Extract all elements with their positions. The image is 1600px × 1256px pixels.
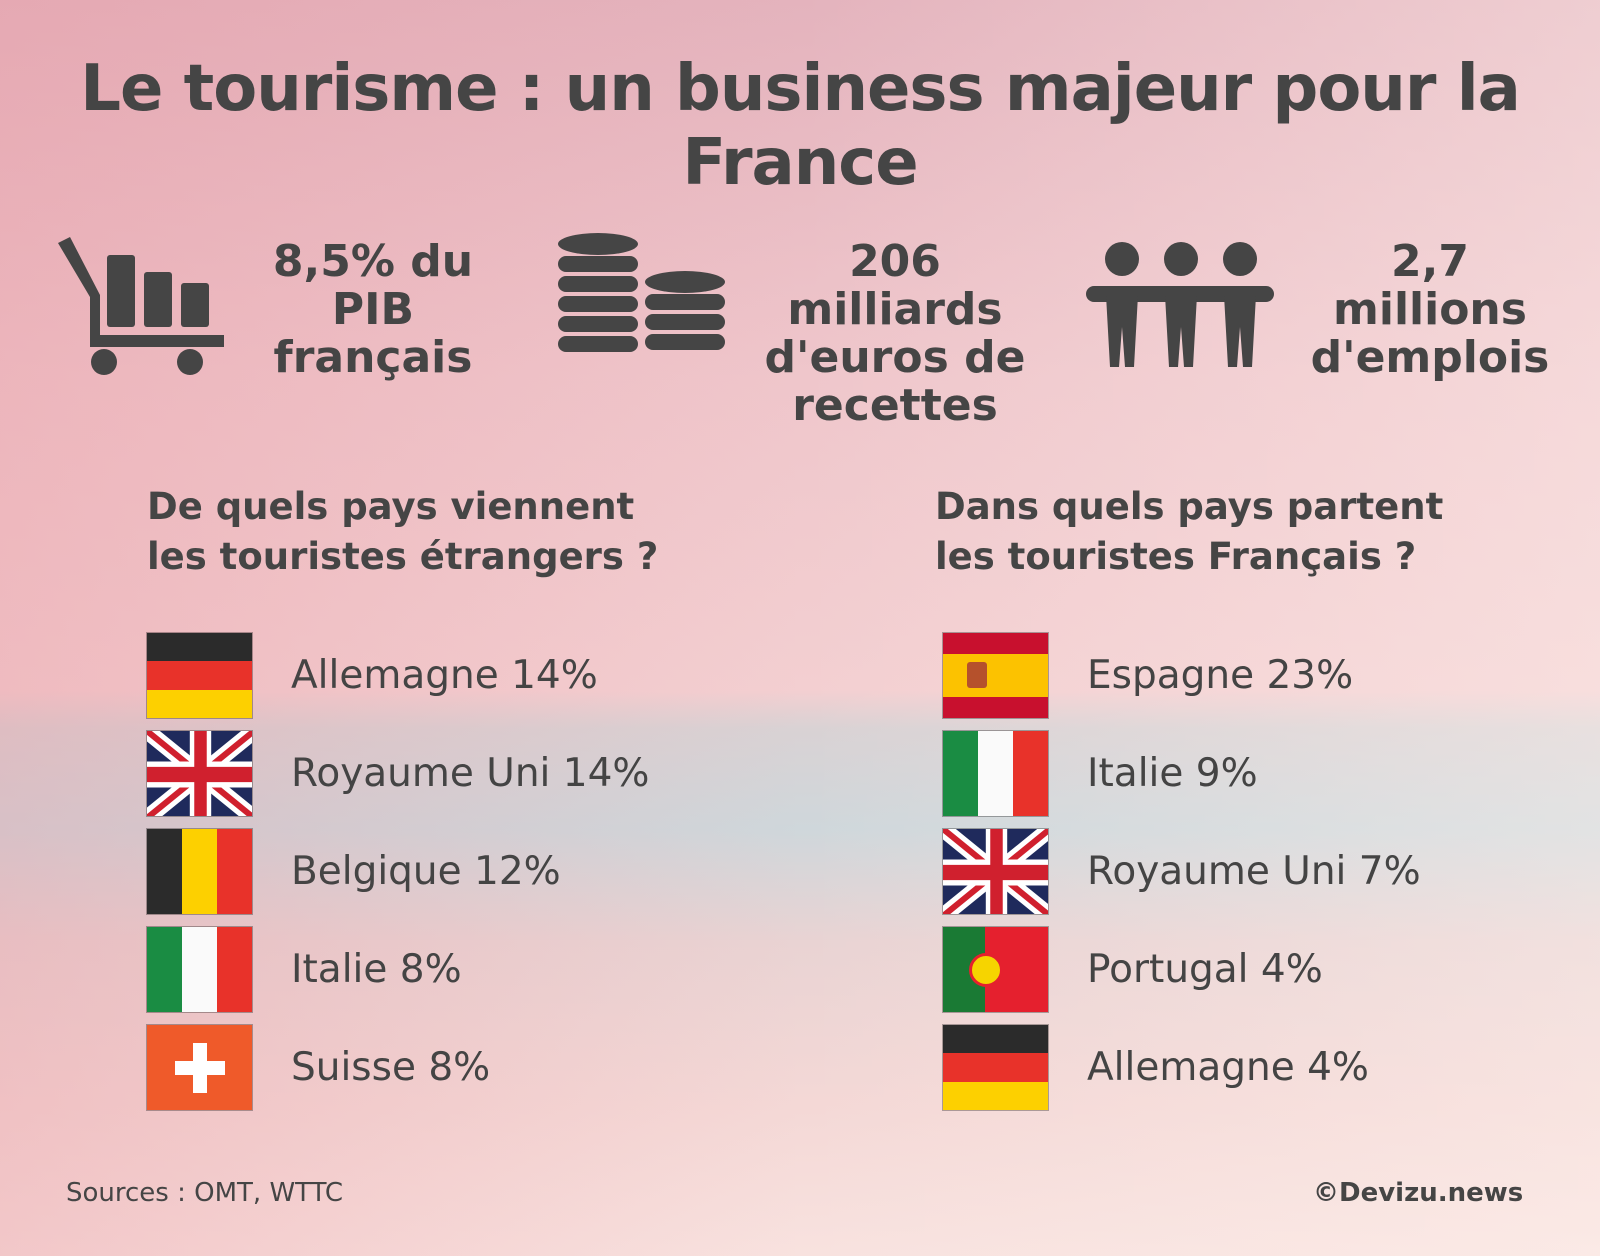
sources: Sources : OMT, WTTC	[66, 1178, 344, 1208]
country-label: Italie 8%	[291, 947, 462, 992]
country-label: Espagne 23%	[1087, 653, 1354, 698]
flag-germany-icon	[146, 632, 253, 719]
country-row: Suisse 8%	[146, 1024, 490, 1111]
country-label: Suisse 8%	[291, 1045, 491, 1090]
flag-italy-icon	[146, 926, 253, 1013]
flag-germany-icon	[942, 1024, 1049, 1111]
country-row: Allemagne 4%	[942, 1024, 1369, 1111]
country-label: Portugal 4%	[1087, 947, 1323, 992]
stat-line: d'euros de	[764, 332, 1026, 383]
country-row: Royaume Uni 14%	[146, 730, 649, 817]
stat-line: recettes	[792, 380, 998, 431]
country-label: Belgique 12%	[291, 849, 561, 894]
left-heading: De quels pays viennent les touristes étra…	[147, 482, 658, 582]
country-row: Italie 9%	[942, 730, 1258, 817]
page-title: Le tourisme : un business majeur pour la…	[80, 52, 1521, 200]
country-label: Royaume Uni 14%	[291, 751, 650, 796]
country-label: Allemagne 4%	[1087, 1045, 1369, 1090]
heading-line: Dans quels pays partent	[935, 485, 1444, 528]
flag-switzerland-icon	[146, 1024, 253, 1111]
country-row: Espagne 23%	[942, 632, 1353, 719]
country-label: Allemagne 14%	[291, 653, 598, 698]
country-row: Belgique 12%	[146, 828, 561, 915]
heading-line: les touristes étrangers ?	[147, 535, 659, 578]
flag-portugal-icon	[942, 926, 1049, 1013]
country-row: Italie 8%	[146, 926, 462, 1013]
shopping-cart-bar-chart-icon	[58, 237, 224, 375]
flag-spain-icon	[942, 632, 1049, 719]
stat-line: d'emplois	[1310, 332, 1550, 383]
stat-line: 2,7 millions	[1333, 236, 1527, 335]
flag-uk-icon	[942, 828, 1049, 915]
stat-line: français	[273, 332, 473, 383]
stat-line: 8,5% du PIB	[272, 236, 474, 335]
heading-line: De quels pays viennent	[147, 485, 635, 528]
flag-belgium-icon	[146, 828, 253, 915]
country-row: Portugal 4%	[942, 926, 1323, 1013]
stat-jobs: 2,7 millions d'emplois	[1295, 238, 1565, 382]
right-heading: Dans quels pays partent les touristes Fra…	[935, 482, 1443, 582]
flag-uk-icon	[146, 730, 253, 817]
stat-line: 206 milliards	[787, 236, 1003, 335]
people-group-icon	[1086, 242, 1274, 367]
credit: ©Devizu.news	[1313, 1178, 1524, 1208]
country-row: Allemagne 14%	[146, 632, 598, 719]
flag-italy-icon	[942, 730, 1049, 817]
heading-line: les touristes Français ?	[935, 535, 1417, 578]
stat-revenue: 206 milliards d'euros de recettes	[740, 238, 1050, 430]
country-label: Italie 9%	[1087, 751, 1258, 796]
country-label: Royaume Uni 7%	[1087, 849, 1421, 894]
country-row: Royaume Uni 7%	[942, 828, 1421, 915]
stat-gdp: 8,5% du PIB français	[228, 238, 518, 382]
coin-stacks-icon	[558, 233, 725, 352]
